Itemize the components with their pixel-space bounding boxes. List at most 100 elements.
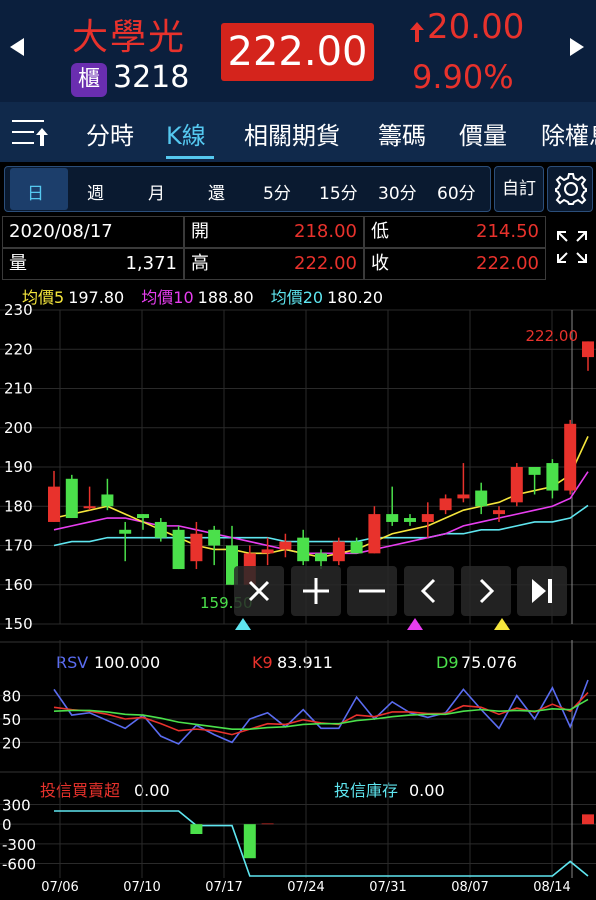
candle-body [457, 494, 470, 499]
ma20-value: 180.20 [327, 288, 384, 307]
previous-stock-arrow-icon[interactable] [10, 38, 24, 56]
zoom-out-button[interactable] [347, 566, 397, 616]
fullscreen-button[interactable] [552, 222, 592, 272]
x-tick-label: 08/14 [533, 880, 570, 895]
x-tick-label: 08/07 [451, 880, 488, 895]
candle-body [190, 533, 203, 562]
close-icon [248, 580, 270, 602]
info-date: 2020/08/17 [9, 221, 113, 242]
candle-body [208, 529, 221, 546]
tab-intraday[interactable]: 分時 [86, 122, 134, 150]
candle-body [154, 521, 167, 538]
buy-sell-bar [243, 824, 256, 859]
y-tick-label: 300 [2, 797, 31, 815]
y-tick-label: 190 [4, 458, 33, 476]
y-tick-label: 200 [4, 419, 33, 437]
custom-period-button[interactable]: 自訂 [494, 166, 544, 212]
rsv-label: RSV [56, 653, 88, 672]
ma5-line [53, 436, 589, 559]
period-5min[interactable]: 5分 [263, 184, 291, 204]
open-label: 開 [191, 221, 209, 242]
low-label: 低 [371, 221, 389, 242]
candle-body [119, 529, 132, 534]
jump-to-latest-button[interactable] [517, 566, 567, 616]
ma20-line [53, 504, 589, 547]
candle-body [83, 506, 96, 509]
candle-body [421, 514, 434, 522]
settings-button[interactable] [547, 166, 593, 212]
candle-body [261, 549, 274, 554]
info-volume-cell: 量 1,371 [2, 248, 184, 280]
y-tick-label: 230 [4, 301, 33, 319]
period-30min[interactable]: 30分 [378, 184, 417, 204]
ma5-value: 197.80 [68, 288, 125, 307]
d9-label: D9 [436, 653, 459, 672]
info-close-cell: 收 222.00 [364, 248, 546, 280]
candle-body [65, 478, 78, 519]
ma5-marker [494, 618, 510, 630]
candle-body [439, 498, 452, 511]
candle-body [386, 514, 399, 522]
low-value: 214.50 [476, 221, 539, 242]
y-tick-label: 50 [2, 711, 21, 729]
period-bar: 日 週 月 還 5分 15分 30分 60分 自訂 [0, 166, 596, 212]
candle-body [368, 514, 381, 554]
scroll-left-button[interactable] [404, 566, 454, 616]
candle-body [564, 423, 577, 491]
tab-related-futures[interactable]: 相關期貨 [244, 122, 340, 150]
k9-label: K9 [252, 653, 273, 672]
candle-body [546, 463, 559, 491]
ma5-label: 均價5 [22, 288, 65, 307]
zoom-in-button[interactable] [291, 566, 341, 616]
candle-body [332, 541, 345, 562]
period-adjusted[interactable]: 還 [208, 184, 225, 204]
k9-value: 83.911 [277, 653, 333, 672]
volume-value: 1,371 [125, 253, 177, 274]
candle-body [404, 518, 416, 522]
ohlc-info-table: 2020/08/17 開 218.00 低 214.50 量 1,371 高 2… [0, 216, 548, 280]
kd-indicator-chart[interactable]: RSV 100.000 K9 83.911 D9 75.076 80 50 20 [0, 640, 596, 770]
menu-icon[interactable] [12, 118, 48, 148]
close-chart-button[interactable] [234, 566, 284, 616]
period-15min[interactable]: 15分 [319, 184, 358, 204]
tab-price-volume[interactable]: 價量 [459, 122, 507, 150]
x-tick-label: 07/31 [369, 880, 406, 895]
candle-body [297, 537, 310, 562]
y-tick-label: 170 [4, 537, 33, 555]
tab-kline[interactable]: K線 [166, 122, 206, 150]
candle-body [48, 486, 60, 522]
d9-line [53, 698, 589, 730]
period-week[interactable]: 週 [87, 184, 104, 204]
y-tick-label: -300 [2, 836, 36, 854]
ma10-marker [407, 618, 423, 630]
tab-bar: 分時 K線 相關期貨 籌碼 價量 除權息 [0, 102, 596, 162]
tab-ex-dividend[interactable]: 除權息 [541, 122, 596, 150]
x-tick-label: 07/06 [41, 880, 78, 895]
rsv-value: 100.000 [94, 653, 160, 672]
ma20-label: 均價20 [270, 288, 324, 307]
tab-chips[interactable]: 籌碼 [378, 122, 426, 150]
period-60min[interactable]: 60分 [437, 184, 476, 204]
candle-body [493, 510, 505, 515]
skip-end-icon [532, 579, 552, 603]
close-label: 收 [371, 253, 389, 274]
stock-name: 大學光 [72, 17, 187, 58]
next-stock-arrow-icon[interactable] [570, 38, 584, 56]
buy-sell-bar [261, 823, 274, 825]
y-tick-label: 150 [4, 615, 33, 633]
candle-body [172, 529, 185, 570]
candle-body [475, 490, 488, 507]
quote-header: 大學光 櫃 3218 222.00 20.00 9.90% [0, 0, 596, 102]
plus-icon [303, 578, 329, 604]
price-change-percent: 9.90% [412, 58, 514, 96]
candle-body [101, 494, 114, 507]
up-arrow-icon [410, 22, 424, 42]
scroll-right-button[interactable] [461, 566, 511, 616]
y-tick-label: -600 [2, 855, 36, 873]
y-tick-label: 0 [2, 816, 12, 834]
period-selector: 日 週 月 還 5分 15分 30分 60分 [4, 166, 491, 212]
period-day[interactable]: 日 [27, 184, 44, 204]
period-month[interactable]: 月 [148, 184, 165, 204]
high-value: 222.00 [294, 253, 357, 274]
